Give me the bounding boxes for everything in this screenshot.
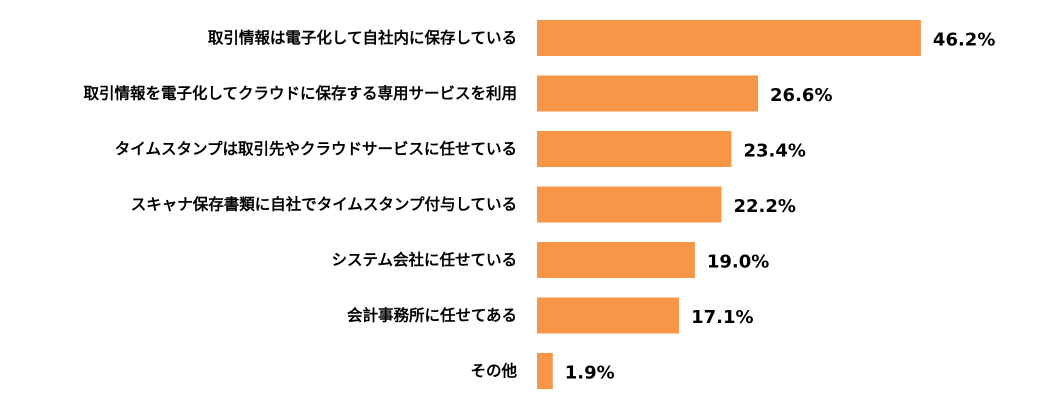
bar	[537, 242, 695, 278]
value-labels: 46.2% 26.6% 23.4% 22.2% 19.0% 17.1% 1.9%	[565, 30, 996, 384]
value-label: 46.2%	[933, 30, 995, 51]
bar	[537, 186, 722, 223]
bars	[537, 20, 921, 389]
value-label: 22.2%	[733, 196, 795, 217]
bar	[537, 20, 921, 56]
value-label: 17.1%	[691, 307, 753, 328]
value-label: 23.4%	[743, 141, 805, 162]
category-label: 取引情報は電子化して自社内に保存している	[208, 28, 517, 47]
value-label: 26.6%	[770, 85, 832, 106]
bar	[537, 353, 553, 389]
category-label: 取引情報を電子化してクラウドに保存する専用サービスを利用	[83, 84, 517, 103]
value-label: 19.0%	[707, 252, 769, 273]
bar	[537, 75, 759, 112]
category-label: システム会社に任せている	[331, 250, 517, 269]
category-labels: 取引情報は電子化して自社内に保存している取引情報を電子化してクラウドに保存する専…	[83, 28, 517, 380]
category-label: タイムスタンプは取引先やクラウドサービスに任せている	[115, 139, 517, 158]
category-label: スキャナ保存書類に自社でタイムスタンプ付与している	[131, 195, 517, 214]
category-label: 会計事務所に任せてある	[347, 306, 517, 325]
value-label: 1.9%	[565, 363, 615, 384]
bar	[537, 297, 680, 334]
category-label: その他	[470, 361, 517, 380]
bar	[537, 131, 732, 167]
